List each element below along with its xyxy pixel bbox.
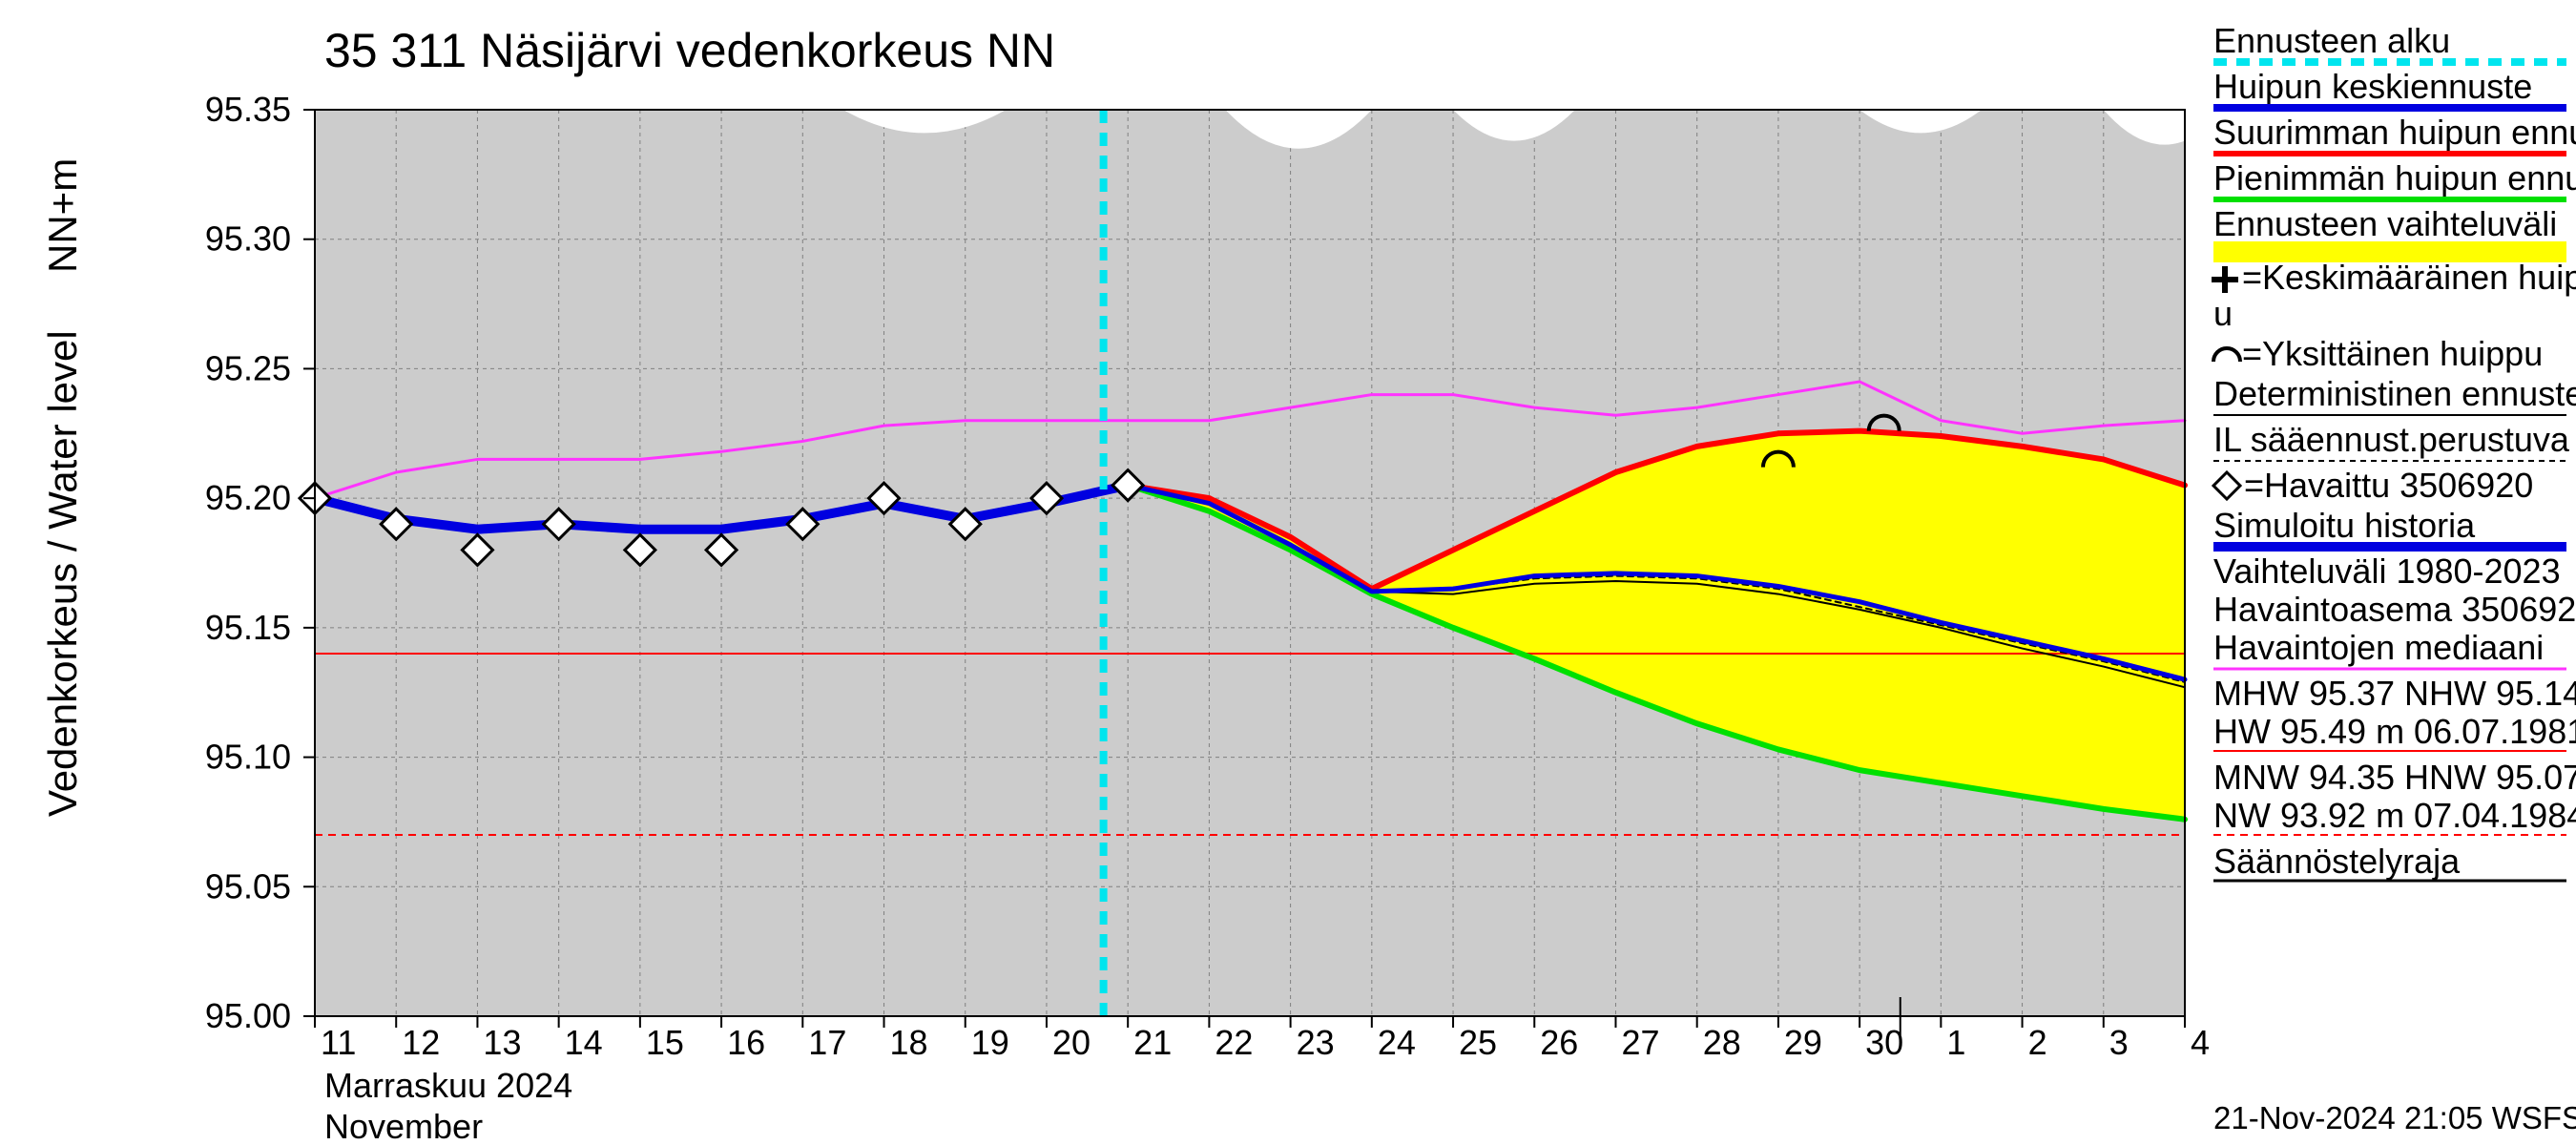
svg-text:11: 11 <box>321 1023 356 1062</box>
svg-text:=Yksittäinen huippu: =Yksittäinen huippu <box>2242 334 2543 373</box>
svg-text:=Keskimääräinen huippu: =Keskimääräinen huippu <box>2242 258 2576 297</box>
svg-text:MNW 94.35 HNW 95.07: MNW 94.35 HNW 95.07 <box>2213 758 2576 797</box>
svg-text:Säännöstelyraja: Säännöstelyraja <box>2213 842 2461 881</box>
svg-text:25: 25 <box>1459 1023 1497 1062</box>
svg-text:Ennusteen vaihteluväli: Ennusteen vaihteluväli <box>2213 204 2557 243</box>
svg-text:21: 21 <box>1133 1023 1172 1062</box>
svg-text:95.05: 95.05 <box>205 866 291 906</box>
svg-text:Havaintojen mediaani: Havaintojen mediaani <box>2213 628 2544 667</box>
svg-text:28: 28 <box>1703 1023 1741 1062</box>
svg-text:Vaihteluväli 1980-2023: Vaihteluväli 1980-2023 <box>2213 552 2561 591</box>
svg-text:Huipun keskiennuste: Huipun keskiennuste <box>2213 67 2532 106</box>
svg-text:95.20: 95.20 <box>205 478 291 517</box>
svg-text:95.25: 95.25 <box>205 348 291 387</box>
svg-text:=Havaittu 3506920: =Havaittu 3506920 <box>2244 466 2533 505</box>
svg-text:Suurimman huipun ennuste: Suurimman huipun ennuste <box>2213 113 2576 152</box>
svg-text:95.15: 95.15 <box>205 608 291 647</box>
svg-text:u: u <box>2213 294 2233 333</box>
water-level-chart: 95.00 95.05 95.10 95.15 95.20 95.25 95.30 95.35… <box>0 0 2576 1145</box>
svg-text:Deterministinen ennuste: Deterministinen ennuste <box>2213 374 2576 413</box>
svg-text:20: 20 <box>1052 1023 1091 1062</box>
chart-svg: 95.00 95.05 95.10 95.15 95.20 95.25 95.30 95.35… <box>0 0 2576 1145</box>
svg-text:12: 12 <box>402 1023 440 1062</box>
svg-text:HW 95.49 m 06.07.1981: HW 95.49 m 06.07.1981 <box>2213 712 2576 751</box>
svg-text:22: 22 <box>1215 1023 1253 1062</box>
svg-text:26: 26 <box>1540 1023 1578 1062</box>
svg-text:24: 24 <box>1378 1023 1416 1062</box>
svg-text:95.30: 95.30 <box>205 219 291 259</box>
svg-text:Havaintoasema 3506920: Havaintoasema 3506920 <box>2213 590 2576 629</box>
svg-text:Pienimmän huipun ennuste: Pienimmän huipun ennuste <box>2213 158 2576 198</box>
svg-text:Simuloitu historia: Simuloitu historia <box>2213 506 2476 545</box>
svg-text:29: 29 <box>1784 1023 1822 1062</box>
svg-text:95.10: 95.10 <box>205 738 291 777</box>
svg-text:23: 23 <box>1297 1023 1335 1062</box>
svg-text:2: 2 <box>2028 1023 2047 1062</box>
svg-text:IL sääennust.perustuva: IL sääennust.perustuva <box>2213 420 2570 459</box>
svg-text:17: 17 <box>808 1023 846 1062</box>
svg-text:95.35: 95.35 <box>205 90 291 129</box>
svg-text:1: 1 <box>1946 1023 1965 1062</box>
svg-text:27: 27 <box>1621 1023 1659 1062</box>
svg-text:Ennusteen alku: Ennusteen alku <box>2213 21 2450 60</box>
svg-text:19: 19 <box>971 1023 1009 1062</box>
svg-text:4: 4 <box>2191 1023 2210 1062</box>
svg-text:3: 3 <box>2109 1023 2129 1062</box>
svg-text:16: 16 <box>727 1023 765 1062</box>
svg-text:NW 93.92 m 07.04.1984: NW 93.92 m 07.04.1984 <box>2213 796 2576 835</box>
svg-text:13: 13 <box>483 1023 521 1062</box>
svg-text:14: 14 <box>565 1023 603 1062</box>
svg-text:November: November <box>324 1107 483 1145</box>
svg-text:Vedenkorkeus / Water level: Vedenkorkeus / Water level <box>40 330 85 817</box>
svg-text:NN+m: NN+m <box>40 158 85 273</box>
svg-text:35 311 Näsijärvi vedenkorkeus: 35 311 Näsijärvi vedenkorkeus NN <box>324 24 1055 77</box>
svg-text:21-Nov-2024 21:05 WSFS-O: 21-Nov-2024 21:05 WSFS-O <box>2213 1100 2576 1135</box>
svg-text:15: 15 <box>646 1023 684 1062</box>
svg-text:MHW 95.37 NHW 95.14: MHW 95.37 NHW 95.14 <box>2213 674 2576 713</box>
svg-text:Marraskuu 2024: Marraskuu 2024 <box>324 1066 572 1105</box>
svg-text:18: 18 <box>890 1023 928 1062</box>
svg-text:95.00: 95.00 <box>205 996 291 1035</box>
svg-text:30: 30 <box>1865 1023 1903 1062</box>
